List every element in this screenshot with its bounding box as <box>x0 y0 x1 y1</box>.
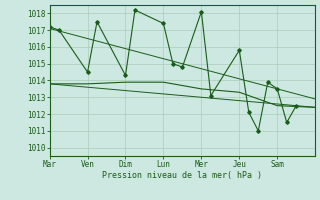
X-axis label: Pression niveau de la mer( hPa ): Pression niveau de la mer( hPa ) <box>102 171 262 180</box>
